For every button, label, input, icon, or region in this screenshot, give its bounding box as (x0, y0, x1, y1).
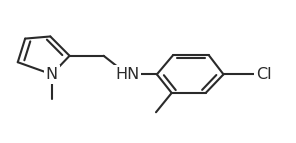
Text: HN: HN (115, 67, 139, 82)
Text: Cl: Cl (256, 67, 272, 82)
Text: N: N (46, 67, 58, 82)
